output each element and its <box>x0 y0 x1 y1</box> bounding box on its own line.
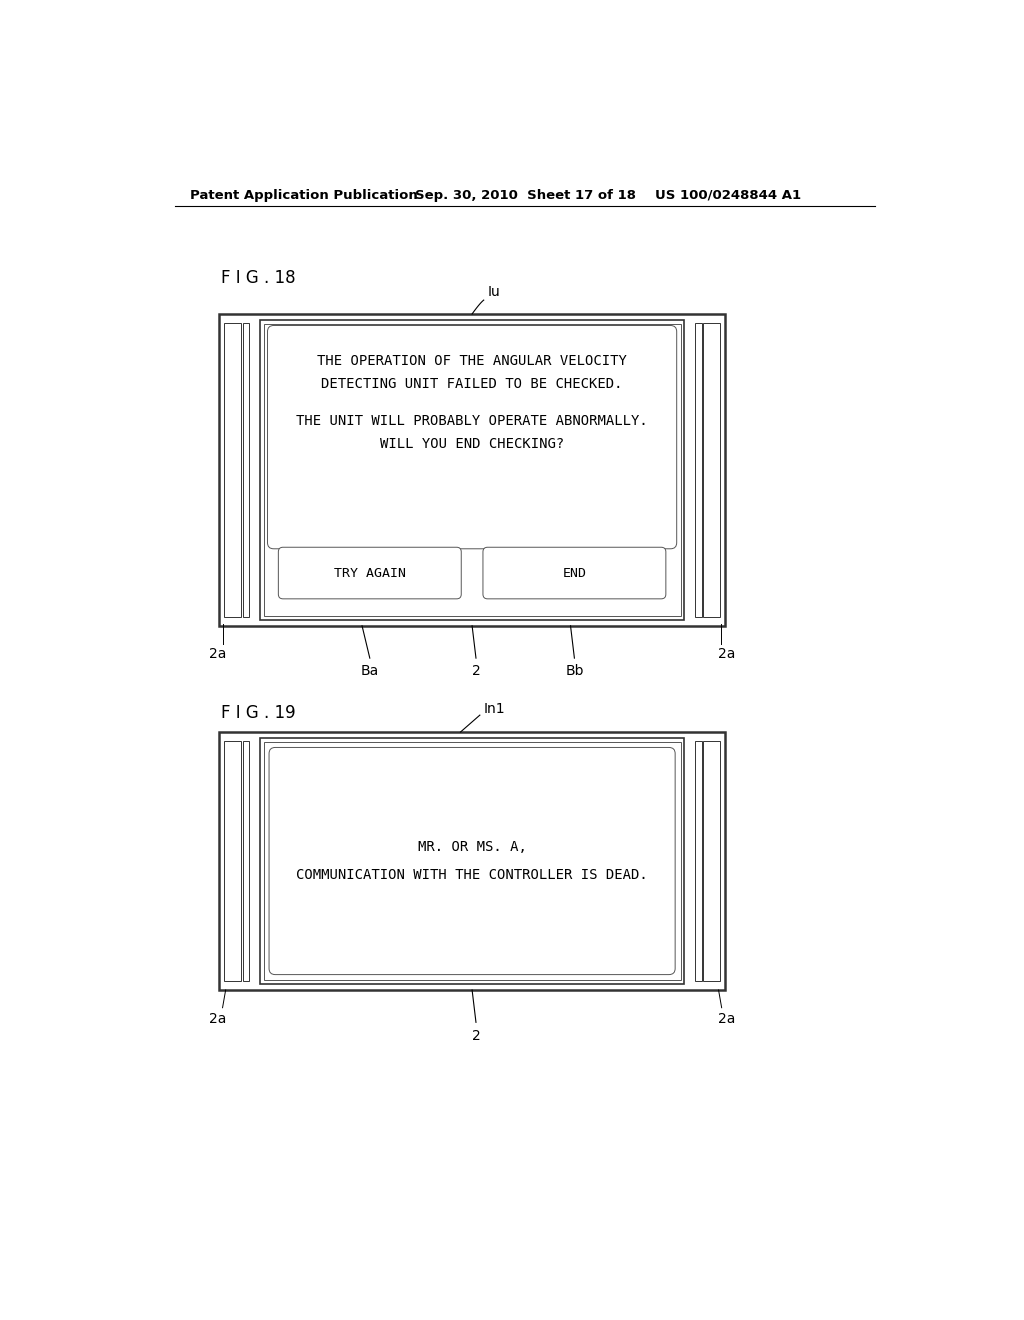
Text: DETECTING UNIT FAILED TO BE CHECKED.: DETECTING UNIT FAILED TO BE CHECKED. <box>322 378 623 391</box>
Bar <box>695 323 701 616</box>
Text: Ba: Ba <box>360 664 379 678</box>
Bar <box>703 742 720 981</box>
Bar <box>695 742 701 981</box>
Text: In1: In1 <box>483 702 506 715</box>
Text: F I G . 19: F I G . 19 <box>221 704 296 722</box>
Text: 2a: 2a <box>718 1011 735 1026</box>
FancyBboxPatch shape <box>279 548 461 599</box>
Bar <box>260 738 684 983</box>
Text: Patent Application Publication: Patent Application Publication <box>190 189 418 202</box>
Text: WILL YOU END CHECKING?: WILL YOU END CHECKING? <box>380 437 564 451</box>
Text: THE UNIT WILL PROBABLY OPERATE ABNORMALLY.: THE UNIT WILL PROBABLY OPERATE ABNORMALL… <box>296 414 648 428</box>
Bar <box>219 314 725 626</box>
Bar <box>243 742 249 981</box>
Bar <box>219 733 725 990</box>
FancyBboxPatch shape <box>483 548 666 599</box>
Bar <box>224 323 241 616</box>
Text: F I G . 18: F I G . 18 <box>221 269 296 286</box>
Text: Bb: Bb <box>565 664 584 678</box>
Text: THE OPERATION OF THE ANGULAR VELOCITY: THE OPERATION OF THE ANGULAR VELOCITY <box>317 354 627 368</box>
Text: 2: 2 <box>472 664 480 678</box>
Text: Iu: Iu <box>487 285 501 300</box>
Bar <box>243 323 249 616</box>
FancyBboxPatch shape <box>269 747 675 974</box>
Text: TRY AGAIN: TRY AGAIN <box>334 566 406 579</box>
Bar <box>703 323 720 616</box>
Text: COMMUNICATION WITH THE CONTROLLER IS DEAD.: COMMUNICATION WITH THE CONTROLLER IS DEA… <box>296 867 648 882</box>
Text: Sep. 30, 2010  Sheet 17 of 18: Sep. 30, 2010 Sheet 17 of 18 <box>415 189 636 202</box>
Text: 2a: 2a <box>718 647 735 661</box>
Text: 2a: 2a <box>209 647 226 661</box>
Bar <box>224 742 241 981</box>
Text: MR. OR MS. A,: MR. OR MS. A, <box>418 840 526 854</box>
Bar <box>263 742 681 979</box>
Bar <box>260 321 684 619</box>
Text: 2: 2 <box>472 1028 480 1043</box>
FancyBboxPatch shape <box>267 326 677 549</box>
Text: END: END <box>562 566 587 579</box>
Text: US 100/0248844 A1: US 100/0248844 A1 <box>655 189 801 202</box>
Bar <box>263 323 681 615</box>
Text: 2a: 2a <box>209 1011 226 1026</box>
